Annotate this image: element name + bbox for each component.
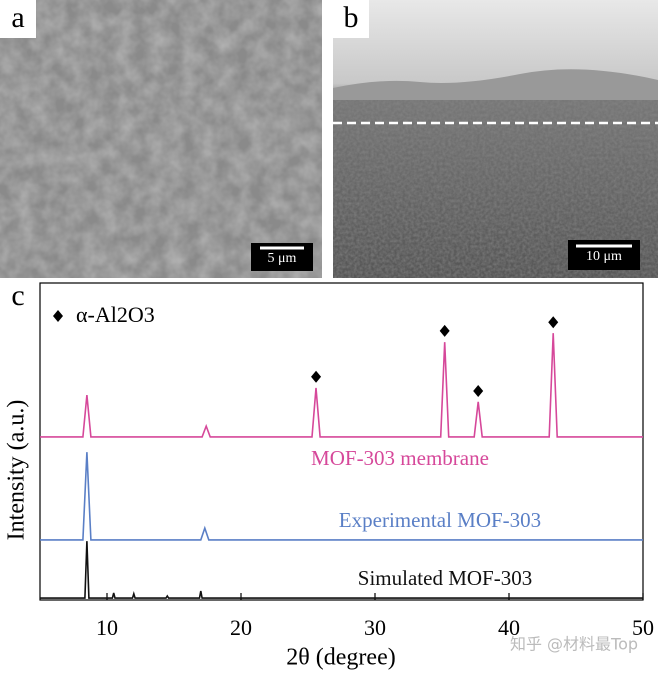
peak-marker bbox=[439, 324, 450, 337]
sem-image-b: b 10 μm bbox=[333, 0, 658, 278]
panel-label: b bbox=[344, 1, 359, 34]
x-tick-label: 30 bbox=[364, 615, 386, 640]
watermark: 知乎 @材料最Top bbox=[510, 635, 638, 654]
x-axis-title: 2θ (degree) bbox=[286, 645, 395, 671]
series-line bbox=[40, 452, 643, 541]
scale-bar-label: 5 μm bbox=[268, 251, 297, 266]
series-line bbox=[40, 333, 643, 438]
x-tick-label: 20 bbox=[230, 615, 252, 640]
x-tick-label: 10 bbox=[96, 615, 118, 640]
x-tick-label: 50 bbox=[632, 615, 654, 640]
panel-label: a bbox=[11, 1, 24, 34]
x-tick-label: 40 bbox=[498, 615, 520, 640]
y-axis-title: Intensity (a.u.) bbox=[4, 400, 30, 541]
series-label: MOF-303 membrane bbox=[311, 446, 489, 470]
peak-marker bbox=[473, 385, 484, 398]
legend-label: α-Al2O3 bbox=[76, 302, 155, 327]
panel-label: c bbox=[11, 279, 24, 312]
chart: c 2θ (degree) Intensity (a.u.) 知乎 @材料最To… bbox=[4, 279, 655, 671]
sem-image-a: a 5 μm bbox=[0, 0, 322, 278]
scale-bar-label: 10 μm bbox=[586, 249, 622, 264]
series-label: Simulated MOF-303 bbox=[358, 566, 532, 590]
legend-marker bbox=[53, 310, 63, 322]
series-label: Experimental MOF-303 bbox=[339, 508, 541, 532]
peak-marker bbox=[311, 370, 322, 383]
peak-marker bbox=[548, 316, 559, 329]
series-line bbox=[40, 541, 643, 599]
